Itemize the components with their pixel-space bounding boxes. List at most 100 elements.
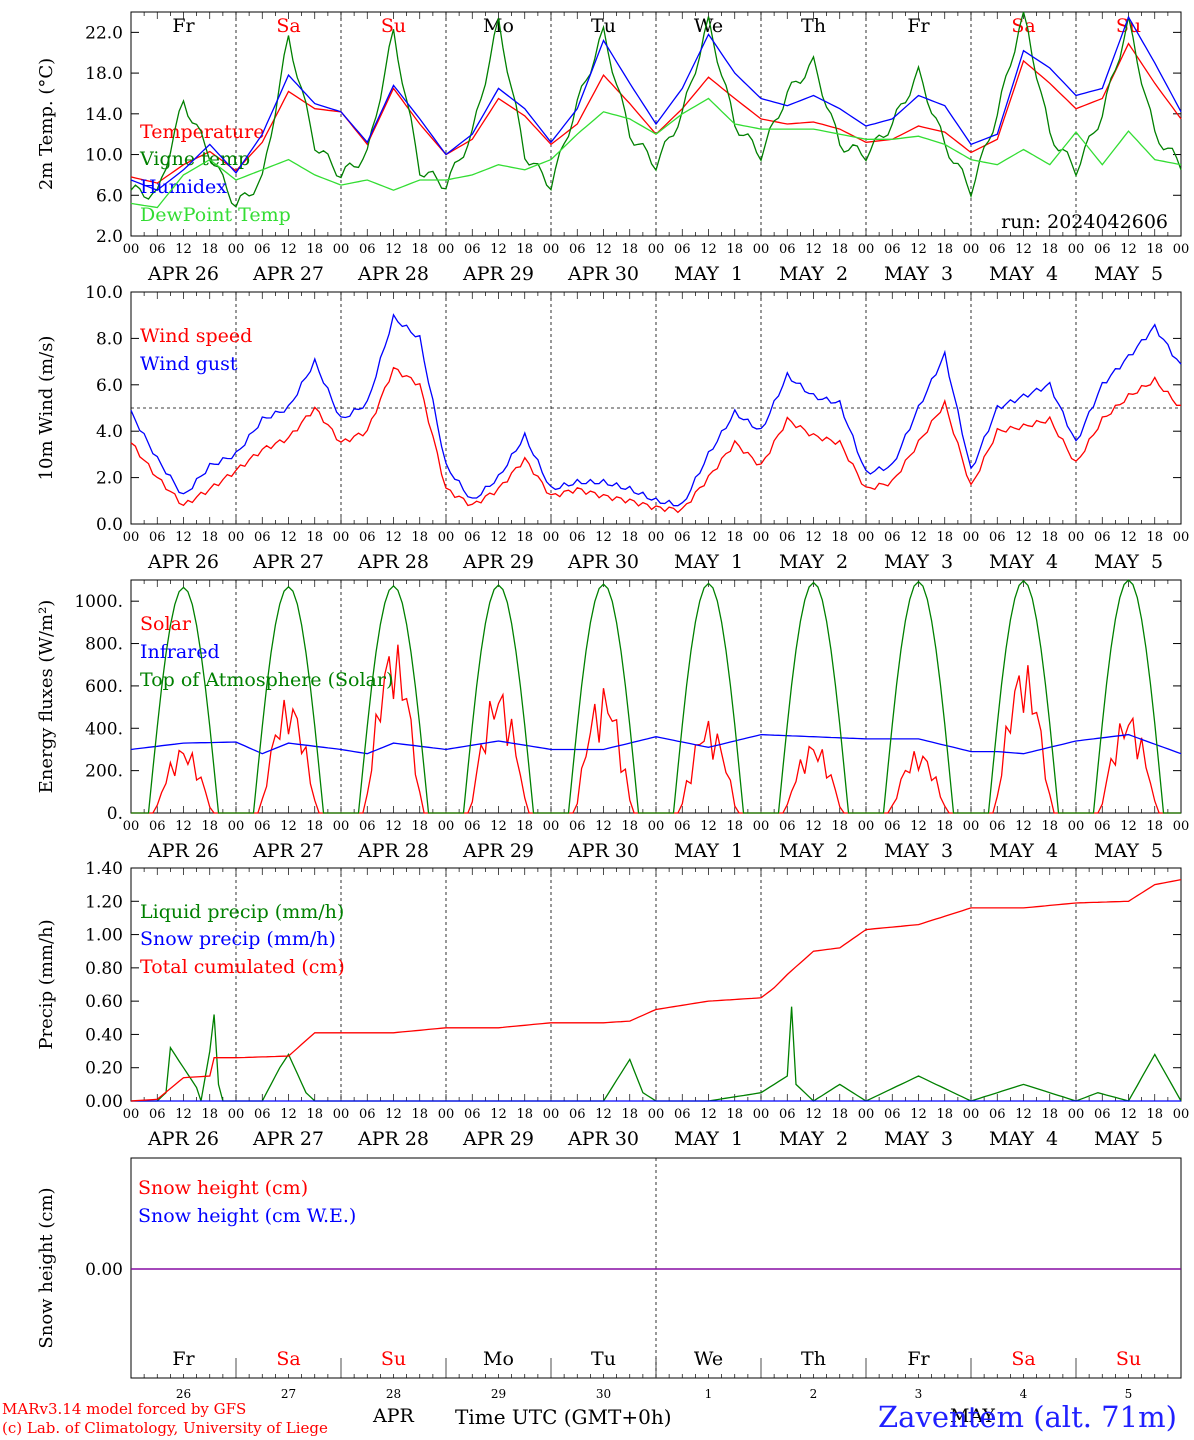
date-label: MAY 4: [989, 263, 1058, 285]
hour-tick-label: 18: [1146, 819, 1163, 834]
y-tick-label: 10.0: [85, 283, 123, 303]
date-label: APR 26: [147, 1128, 219, 1150]
hour-tick-label: 18: [411, 242, 428, 257]
hour-tick-label: 00: [543, 242, 560, 257]
hour-tick-label: 12: [490, 1107, 507, 1122]
date-label: MAY 2: [779, 840, 848, 862]
hour-tick-label: 12: [805, 819, 822, 834]
hour-tick-label: 18: [411, 530, 428, 545]
hour-tick-label: 06: [464, 1107, 481, 1122]
hour-tick-label: 06: [569, 242, 586, 257]
hour-tick-label: 00: [333, 530, 350, 545]
hour-tick-label: 00: [858, 819, 875, 834]
meteogram: 00 06 12 18 00 06 12 18 00 06 12 18 00 06 12 18 00 06 12 18…: [36, 11, 1189, 1400]
hour-tick-label: 00: [333, 242, 350, 257]
hour-tick-label: 00: [753, 1107, 770, 1122]
weekday-label: Su: [381, 15, 406, 37]
hour-tick-label: 12: [280, 1107, 297, 1122]
hour-tick-label: 00: [648, 819, 665, 834]
hour-tick-label: 12: [700, 1107, 717, 1122]
hour-tick-label: 12: [805, 1107, 822, 1122]
date-label: APR 28: [357, 551, 429, 573]
legend-entry: Temperature: [140, 121, 264, 143]
hour-tick-label: 00: [123, 530, 140, 545]
hour-tick-label: 12: [490, 530, 507, 545]
hour-tick-label: 12: [595, 819, 612, 834]
hour-tick-label: 06: [1094, 819, 1111, 834]
date-label: MAY 5: [1094, 263, 1163, 285]
y-tick-label: 200.: [85, 762, 123, 782]
date-label: MAY 3: [884, 263, 953, 285]
hour-tick-label: 06: [884, 1107, 901, 1122]
hour-tick-label: 12: [1015, 242, 1032, 257]
hour-tick-label: 12: [175, 1107, 192, 1122]
hour-tick-label: 18: [306, 819, 323, 834]
date-label: APR 26: [147, 551, 219, 573]
day-number-label: 28: [386, 1387, 401, 1400]
y-tick-label: 8.0: [96, 329, 123, 349]
y-tick-label: 1.40: [85, 859, 123, 879]
day-number-label: 26: [176, 1387, 191, 1400]
hour-tick-label: 18: [516, 819, 533, 834]
y-tick-label: 6.0: [96, 376, 123, 396]
hour-tick-label: 06: [359, 242, 376, 257]
date-label: APR 29: [462, 263, 534, 285]
hour-tick-label: 06: [464, 530, 481, 545]
legend-entry: Liquid precip (mm/h): [140, 901, 344, 923]
hour-tick-label: 18: [1041, 530, 1058, 545]
weekday-label: Sa: [1011, 1348, 1035, 1370]
hour-tick-label: 18: [306, 530, 323, 545]
date-label: MAY 4: [989, 1128, 1058, 1150]
hour-tick-label: 18: [201, 1107, 218, 1122]
hour-tick-label: 18: [516, 530, 533, 545]
y-tick-label: 0.40: [85, 1025, 123, 1045]
hour-tick-label: 18: [201, 819, 218, 834]
hour-tick-label: 12: [175, 530, 192, 545]
hour-tick-label: 18: [621, 1107, 638, 1122]
hour-tick-label: 00: [123, 242, 140, 257]
date-label: MAY 5: [1094, 551, 1163, 573]
date-label: MAY 3: [884, 840, 953, 862]
series-line-vigne-temp: [130, 11, 1182, 208]
hour-tick-label: 12: [1120, 530, 1137, 545]
y-tick-label: 1.20: [85, 892, 123, 912]
y-tick-label: 0.00: [85, 1260, 123, 1280]
y-tick-label: 600.: [85, 677, 123, 697]
series-line-humidex: [130, 15, 1182, 191]
hour-tick-label: 12: [385, 530, 402, 545]
hour-tick-label: 18: [306, 242, 323, 257]
hour-tick-label: 18: [621, 530, 638, 545]
hour-tick-label: 12: [910, 530, 927, 545]
hour-tick-label: 06: [989, 530, 1006, 545]
hour-tick-label: 12: [805, 530, 822, 545]
hour-tick-label: 18: [306, 1107, 323, 1122]
hour-tick-label: 12: [700, 819, 717, 834]
hour-tick-label: 06: [1094, 530, 1111, 545]
hour-tick-label: 06: [884, 819, 901, 834]
hour-tick-label: 12: [595, 242, 612, 257]
weekday-label: Su: [1116, 1348, 1141, 1370]
hour-tick-label: 06: [674, 1107, 691, 1122]
hour-tick-label: 18: [411, 1107, 428, 1122]
hour-tick-label: 06: [779, 819, 796, 834]
hour-tick-label: 12: [595, 530, 612, 545]
hour-tick-label: 12: [1120, 242, 1137, 257]
y-tick-label: 0.: [107, 804, 123, 824]
y-axis-label: Precip (mm/h): [36, 919, 57, 1049]
weekday-label: Th: [801, 1348, 826, 1370]
y-tick-label: 800.: [85, 635, 123, 655]
date-label: APR 28: [357, 263, 429, 285]
date-label: MAY 3: [884, 551, 953, 573]
hour-tick-label: 00: [1068, 819, 1085, 834]
day-number-label: 1: [705, 1387, 713, 1400]
date-label: APR 30: [567, 840, 639, 862]
y-tick-label: 1.00: [85, 926, 123, 946]
date-label: APR 27: [252, 551, 324, 573]
day-number-label: 30: [596, 1387, 611, 1400]
hour-tick-label: 00: [648, 1107, 665, 1122]
legend-entry: Solar: [140, 613, 192, 635]
date-label: APR 26: [147, 263, 219, 285]
hour-tick-label: 00: [228, 242, 245, 257]
hour-tick-label: 00: [123, 819, 140, 834]
hour-tick-label: 06: [779, 530, 796, 545]
